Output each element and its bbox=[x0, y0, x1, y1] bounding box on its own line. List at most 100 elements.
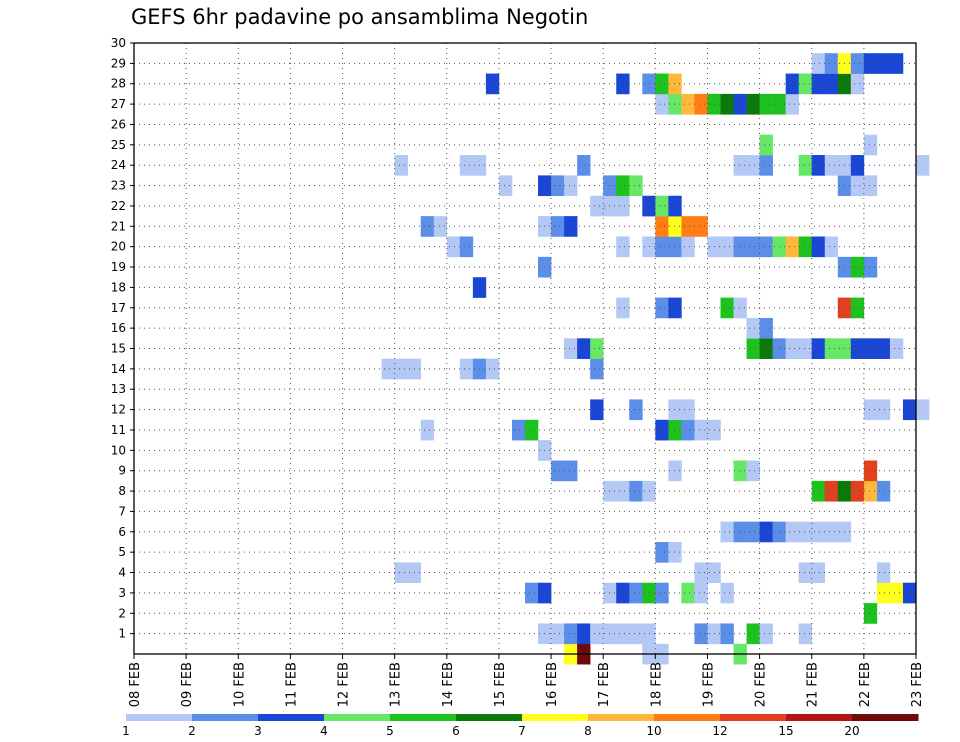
heatmap-cell bbox=[642, 73, 656, 95]
heatmap-cell bbox=[850, 480, 865, 502]
heatmap-cell bbox=[785, 521, 799, 543]
heatmap-cell bbox=[681, 236, 695, 258]
y-tick-label: 9 bbox=[118, 464, 126, 478]
heatmap-cell bbox=[616, 236, 630, 258]
heatmap-cell bbox=[863, 399, 878, 421]
heatmap-cell bbox=[746, 338, 760, 359]
x-tick-label: 14 FEB bbox=[441, 662, 456, 707]
y-tick-label: 3 bbox=[118, 586, 126, 600]
heatmap-cell bbox=[876, 582, 891, 604]
heatmap-cell bbox=[655, 93, 669, 115]
heatmap-cell bbox=[668, 93, 682, 115]
heatmap-cell bbox=[446, 236, 461, 258]
heatmap-cell bbox=[850, 297, 865, 319]
heatmap-cell bbox=[564, 175, 578, 197]
heatmap-cell bbox=[733, 521, 747, 543]
y-tick-label: 12 bbox=[111, 403, 126, 417]
heatmap-cell bbox=[798, 155, 813, 176]
heatmap-cell bbox=[759, 338, 773, 359]
y-tick-label: 8 bbox=[118, 484, 126, 498]
heatmap-cell bbox=[720, 582, 734, 604]
y-tick-label: 6 bbox=[118, 525, 126, 539]
heatmap-cell bbox=[811, 521, 826, 543]
heatmap-cell bbox=[668, 419, 682, 441]
y-tick-label: 27 bbox=[111, 97, 126, 111]
colorbar-swatch bbox=[258, 714, 325, 721]
x-tick-label: 08 FEB bbox=[128, 662, 143, 707]
x-tick-label: 20 FEB bbox=[754, 662, 769, 707]
y-tick-label: 13 bbox=[111, 382, 126, 396]
heatmap-cell bbox=[694, 562, 708, 584]
colorbar-label: 1 bbox=[122, 724, 130, 738]
heatmap-cell bbox=[733, 155, 747, 176]
y-tick-label: 11 bbox=[111, 423, 126, 437]
y-tick-label: 16 bbox=[111, 321, 126, 335]
colorbar-label: 6 bbox=[452, 724, 460, 738]
heatmap-cell bbox=[551, 175, 565, 197]
heatmap-cell bbox=[655, 541, 669, 563]
heatmap-cell bbox=[616, 297, 630, 319]
x-tick-label: 13 FEB bbox=[389, 662, 404, 707]
colorbar-swatch bbox=[654, 714, 721, 721]
y-tick-label: 14 bbox=[111, 362, 126, 376]
heatmap-cell bbox=[590, 195, 604, 217]
heatmap-cell bbox=[759, 236, 773, 258]
heatmap-cell bbox=[681, 93, 695, 115]
heatmap-cell bbox=[420, 216, 435, 237]
colorbar-swatch bbox=[456, 714, 523, 721]
heatmap-cell bbox=[668, 73, 682, 95]
heatmap-cell bbox=[720, 623, 734, 645]
heatmap-cell bbox=[642, 480, 656, 502]
heatmap-cell bbox=[629, 480, 643, 502]
heatmap-cell bbox=[681, 216, 695, 237]
heatmap-cell bbox=[564, 338, 578, 359]
heatmap-cell bbox=[863, 603, 878, 624]
heatmap-cell bbox=[668, 399, 682, 421]
y-tick-label: 20 bbox=[111, 240, 126, 254]
heatmap-cell bbox=[850, 256, 865, 278]
y-tick-label: 21 bbox=[111, 219, 126, 233]
colorbar-label: 4 bbox=[320, 724, 328, 738]
heatmap-cell bbox=[876, 562, 891, 584]
heatmap-cell bbox=[824, 236, 839, 258]
x-tick-label: 17 FEB bbox=[597, 662, 612, 707]
heatmap-cell bbox=[668, 541, 682, 563]
heatmap-cell bbox=[759, 317, 773, 339]
x-tick-label: 21 FEB bbox=[806, 662, 821, 707]
x-tick-label: 16 FEB bbox=[545, 662, 560, 707]
y-tick-label: 30 bbox=[111, 36, 126, 50]
heatmap-cell bbox=[551, 623, 565, 645]
x-tick-label: 12 FEB bbox=[337, 662, 352, 707]
heatmap-cell bbox=[785, 73, 799, 95]
heatmap-cell bbox=[525, 419, 539, 441]
heatmap-cell bbox=[824, 338, 839, 359]
heatmap-cell bbox=[616, 623, 630, 645]
heatmap-cell bbox=[668, 297, 682, 319]
heatmap-cell bbox=[616, 73, 630, 95]
heatmap-cell bbox=[785, 93, 799, 115]
x-tick-label: 18 FEB bbox=[649, 662, 664, 707]
colorbar-swatch bbox=[126, 714, 193, 721]
heatmap-cell bbox=[798, 73, 813, 95]
x-tick-label: 22 FEB bbox=[858, 662, 873, 707]
heatmap-cell bbox=[746, 93, 760, 115]
heatmap-cell bbox=[811, 155, 826, 176]
heatmap-cell bbox=[420, 419, 435, 441]
x-tick-label: 11 FEB bbox=[284, 662, 299, 707]
heatmap-cell bbox=[694, 582, 708, 604]
heatmap-cell bbox=[655, 195, 669, 217]
heatmap-cell bbox=[616, 480, 630, 502]
heatmap-cell bbox=[681, 582, 695, 604]
heatmap-cell bbox=[577, 155, 591, 176]
heatmap-cell bbox=[590, 358, 604, 380]
heatmap-cell bbox=[681, 419, 695, 441]
x-tick-label: 23 FEB bbox=[910, 662, 925, 707]
heatmap-cell bbox=[863, 480, 878, 502]
heatmap-cell bbox=[863, 460, 878, 482]
heatmap-cell bbox=[616, 175, 630, 197]
y-tick-label: 17 bbox=[111, 301, 126, 315]
colorbar-swatch bbox=[324, 714, 391, 721]
heatmap-cell bbox=[746, 155, 760, 176]
heatmap-cell bbox=[681, 399, 695, 421]
heatmap-cell bbox=[811, 338, 826, 359]
